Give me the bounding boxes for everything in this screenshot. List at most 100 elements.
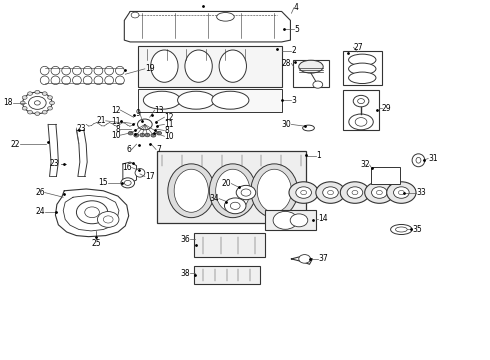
Ellipse shape bbox=[236, 185, 256, 200]
Ellipse shape bbox=[40, 66, 49, 75]
Ellipse shape bbox=[151, 50, 178, 82]
Ellipse shape bbox=[105, 76, 114, 85]
Ellipse shape bbox=[257, 169, 292, 212]
Text: 35: 35 bbox=[412, 225, 422, 234]
Bar bbox=[293, 60, 329, 87]
Text: 21: 21 bbox=[96, 116, 106, 125]
Ellipse shape bbox=[73, 66, 81, 75]
Text: 37: 37 bbox=[318, 255, 328, 264]
Text: 5: 5 bbox=[294, 25, 299, 34]
Ellipse shape bbox=[116, 76, 124, 85]
Ellipse shape bbox=[230, 202, 240, 210]
Ellipse shape bbox=[134, 134, 139, 137]
Ellipse shape bbox=[391, 225, 412, 234]
Ellipse shape bbox=[103, 216, 113, 223]
Ellipse shape bbox=[73, 76, 81, 85]
Text: 38: 38 bbox=[181, 269, 190, 278]
Text: 33: 33 bbox=[416, 188, 426, 197]
Text: 32: 32 bbox=[360, 161, 369, 170]
Bar bbox=[138, 89, 282, 112]
Text: 12: 12 bbox=[111, 105, 121, 114]
Bar bbox=[194, 233, 265, 257]
Ellipse shape bbox=[316, 182, 345, 203]
Text: 25: 25 bbox=[91, 239, 101, 248]
Ellipse shape bbox=[144, 91, 180, 109]
Text: 11: 11 bbox=[164, 120, 174, 129]
Ellipse shape bbox=[168, 164, 215, 218]
Ellipse shape bbox=[34, 101, 40, 105]
Ellipse shape bbox=[352, 190, 358, 195]
Ellipse shape bbox=[157, 131, 162, 135]
Ellipse shape bbox=[224, 198, 246, 214]
Ellipse shape bbox=[395, 227, 407, 232]
Ellipse shape bbox=[353, 95, 369, 107]
Ellipse shape bbox=[328, 190, 333, 195]
Ellipse shape bbox=[358, 99, 365, 104]
Text: 3: 3 bbox=[292, 96, 296, 105]
Ellipse shape bbox=[42, 111, 47, 114]
Text: 16: 16 bbox=[122, 163, 132, 172]
Ellipse shape bbox=[313, 81, 323, 88]
Ellipse shape bbox=[303, 125, 315, 131]
Ellipse shape bbox=[35, 112, 40, 116]
Ellipse shape bbox=[62, 76, 71, 85]
Text: 10: 10 bbox=[111, 131, 121, 140]
Ellipse shape bbox=[48, 107, 52, 110]
Ellipse shape bbox=[22, 96, 27, 99]
Text: 8: 8 bbox=[116, 125, 121, 134]
Ellipse shape bbox=[301, 190, 307, 195]
Ellipse shape bbox=[398, 190, 404, 195]
Ellipse shape bbox=[62, 66, 71, 75]
Ellipse shape bbox=[416, 157, 421, 163]
Ellipse shape bbox=[51, 76, 60, 85]
Ellipse shape bbox=[27, 111, 32, 114]
Ellipse shape bbox=[216, 169, 250, 212]
Ellipse shape bbox=[51, 66, 60, 75]
Text: 36: 36 bbox=[180, 235, 190, 244]
Ellipse shape bbox=[289, 182, 318, 203]
Ellipse shape bbox=[27, 92, 32, 95]
Text: 28: 28 bbox=[282, 59, 292, 68]
Ellipse shape bbox=[251, 164, 298, 218]
Ellipse shape bbox=[348, 72, 376, 84]
Ellipse shape bbox=[116, 66, 124, 75]
Text: 12: 12 bbox=[164, 113, 174, 122]
Bar bbox=[194, 266, 260, 284]
Ellipse shape bbox=[323, 187, 338, 198]
Text: 10: 10 bbox=[164, 132, 174, 141]
Ellipse shape bbox=[83, 76, 92, 85]
Ellipse shape bbox=[42, 92, 47, 95]
Ellipse shape bbox=[23, 92, 52, 114]
Ellipse shape bbox=[347, 187, 363, 198]
Ellipse shape bbox=[376, 190, 382, 195]
Ellipse shape bbox=[131, 12, 139, 18]
Ellipse shape bbox=[22, 107, 27, 110]
Ellipse shape bbox=[241, 189, 251, 196]
Text: 26: 26 bbox=[35, 188, 45, 197]
Wedge shape bbox=[375, 168, 396, 176]
Ellipse shape bbox=[348, 54, 376, 66]
Ellipse shape bbox=[365, 182, 394, 203]
Bar bbox=[371, 167, 400, 184]
Text: 17: 17 bbox=[145, 172, 154, 181]
Text: 13: 13 bbox=[155, 105, 164, 114]
Text: 24: 24 bbox=[35, 207, 45, 216]
Text: 23: 23 bbox=[76, 123, 86, 132]
Ellipse shape bbox=[217, 13, 234, 21]
Text: 15: 15 bbox=[98, 178, 108, 187]
Text: 1: 1 bbox=[316, 151, 320, 160]
Ellipse shape bbox=[387, 182, 416, 203]
Text: 18: 18 bbox=[3, 98, 13, 107]
Ellipse shape bbox=[212, 91, 249, 109]
Ellipse shape bbox=[348, 63, 376, 75]
Ellipse shape bbox=[49, 101, 54, 105]
Ellipse shape bbox=[349, 114, 373, 130]
Ellipse shape bbox=[174, 169, 208, 212]
Ellipse shape bbox=[28, 96, 46, 109]
Ellipse shape bbox=[35, 90, 40, 94]
Text: 8: 8 bbox=[164, 126, 169, 135]
Ellipse shape bbox=[209, 164, 256, 218]
Ellipse shape bbox=[185, 50, 212, 82]
Ellipse shape bbox=[135, 168, 145, 177]
Text: 34: 34 bbox=[209, 194, 219, 203]
